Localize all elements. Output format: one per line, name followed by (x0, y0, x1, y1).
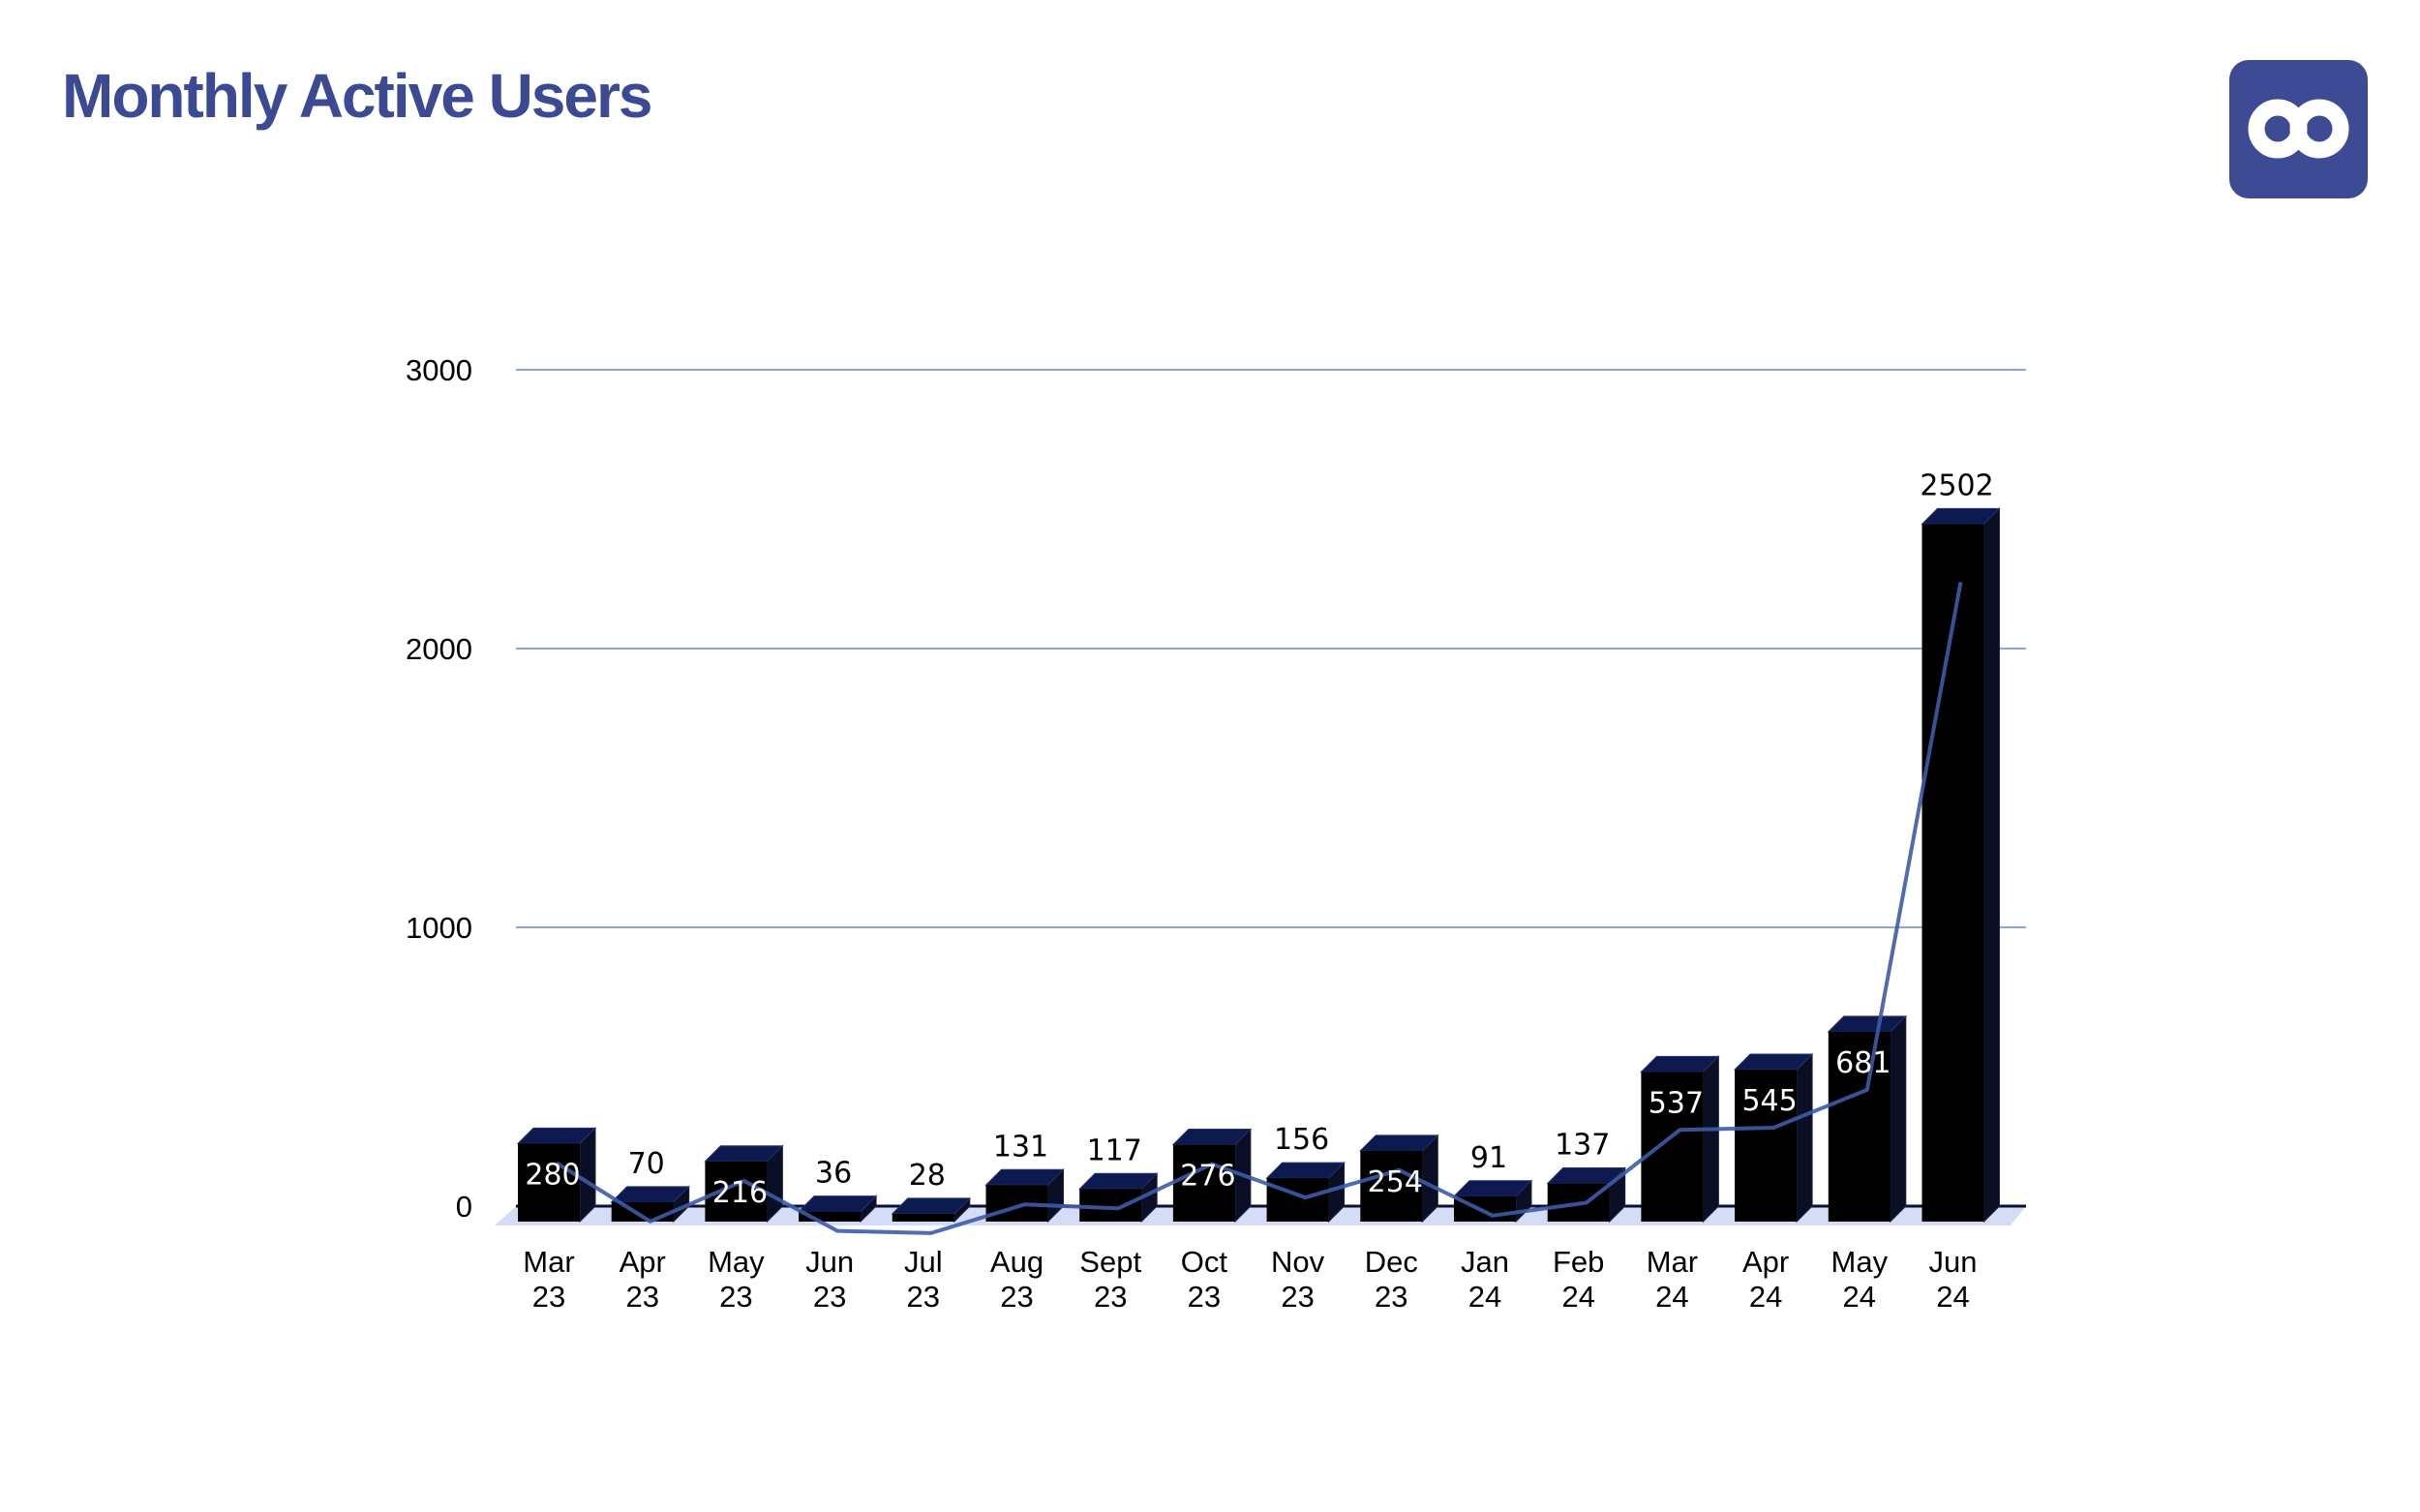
x-tick-label: Apr (620, 1245, 666, 1279)
data-label: 537 (1649, 1086, 1704, 1120)
y-tick-label: 1000 (406, 911, 472, 945)
x-tick-label: Apr (1742, 1245, 1789, 1279)
x-tick-label: Oct (1181, 1245, 1228, 1279)
bar-14 (1827, 1014, 1908, 1224)
bar-9 (1359, 1134, 1439, 1224)
axis-labels: 0100020003000Mar23Apr23May23Jun23Jul23Au… (406, 353, 1977, 1314)
trend-line-path (555, 582, 1963, 1235)
bar-4 (891, 1196, 972, 1224)
bar-front (518, 1143, 580, 1222)
x-tick-label: Nov (1271, 1245, 1325, 1279)
x-tick-label: Mar (1647, 1245, 1698, 1279)
page-title: Monthly Active Users (62, 61, 652, 131)
value-labels: 280 70 216 36 28 131 117 276 156 254 91 137 537 545 68… (525, 469, 1993, 1209)
x-tick-label: 24 (1468, 1280, 1501, 1314)
data-label: 545 (1741, 1084, 1797, 1118)
x-tick-label: Jun (1929, 1245, 1978, 1279)
x-tick-label: 23 (1000, 1280, 1033, 1314)
x-tick-label: Sept (1079, 1245, 1141, 1279)
bar-front (1172, 1144, 1235, 1222)
data-label: 28 (909, 1159, 946, 1193)
x-tick-label: Aug (990, 1245, 1044, 1279)
bar-side (1796, 1052, 1813, 1224)
bar-8 (1265, 1161, 1346, 1224)
x-tick-label: 23 (719, 1280, 752, 1314)
x-tick-label: 23 (1375, 1280, 1407, 1314)
bar-side (1983, 507, 2000, 1224)
x-tick-label: 23 (532, 1280, 565, 1314)
bar-front (1360, 1150, 1423, 1222)
bar-front (1828, 1031, 1891, 1222)
trend-line (555, 582, 1963, 1235)
x-tick-label: 24 (1936, 1280, 1969, 1314)
data-label: 280 (525, 1158, 580, 1192)
infinity-logo-icon (2229, 60, 2368, 198)
x-tick-label: Jul (904, 1245, 943, 1279)
x-tick-label: 24 (1749, 1280, 1782, 1314)
bar-13 (1733, 1052, 1814, 1224)
gridlines (516, 369, 2026, 928)
x-tick-label: 24 (1843, 1280, 1876, 1314)
x-tick-label: Jan (1461, 1245, 1509, 1279)
bar-6 (1077, 1172, 1159, 1224)
x-tick-label: 23 (1188, 1280, 1221, 1314)
bar-side (1890, 1014, 1907, 1224)
data-label: 36 (815, 1157, 852, 1191)
data-label: 70 (628, 1147, 665, 1181)
bar-front (799, 1211, 862, 1222)
x-tick-label: 23 (1281, 1280, 1314, 1314)
bar-front (1735, 1070, 1798, 1222)
x-tick-label: 24 (1561, 1280, 1594, 1314)
data-label: 681 (1835, 1046, 1891, 1080)
y-tick-label: 0 (456, 1190, 472, 1224)
data-label: 137 (1555, 1129, 1610, 1163)
bar-5 (984, 1168, 1065, 1224)
x-tick-label: Feb (1553, 1245, 1604, 1279)
data-label: 254 (1368, 1165, 1423, 1199)
y-tick-label: 3000 (406, 353, 472, 387)
bar-side (1702, 1055, 1719, 1224)
data-label: 216 (712, 1176, 768, 1210)
y-tick-label: 2000 (406, 632, 472, 666)
x-tick-label: Jun (805, 1245, 854, 1279)
bar-15 (1921, 507, 2001, 1224)
bar-front (1921, 524, 1984, 1222)
data-label: 276 (1180, 1160, 1235, 1194)
data-label: 117 (1087, 1134, 1142, 1167)
x-tick-label: Mar (523, 1245, 574, 1279)
x-tick-label: May (1831, 1245, 1889, 1279)
x-tick-label: Dec (1365, 1245, 1418, 1279)
data-label: 156 (1274, 1123, 1329, 1157)
bar-front (1641, 1072, 1704, 1222)
bar-front (1266, 1178, 1329, 1222)
bar-0 (516, 1127, 597, 1224)
bars (516, 507, 2001, 1224)
data-label: 131 (993, 1130, 1048, 1164)
data-label: 91 (1470, 1141, 1507, 1175)
x-tick-label: 23 (625, 1280, 658, 1314)
bar-3 (797, 1194, 878, 1224)
x-tick-label: 24 (1655, 1280, 1688, 1314)
x-tick-label: 23 (907, 1280, 940, 1314)
bar-side (579, 1127, 596, 1224)
x-tick-label: 23 (813, 1280, 846, 1314)
bar-11 (1546, 1166, 1626, 1224)
x-tick-label: 23 (1094, 1280, 1127, 1314)
x-tick-label: May (708, 1245, 765, 1279)
bar-12 (1640, 1055, 1720, 1224)
bar-front (892, 1213, 954, 1222)
data-label: 2502 (1920, 469, 1993, 502)
